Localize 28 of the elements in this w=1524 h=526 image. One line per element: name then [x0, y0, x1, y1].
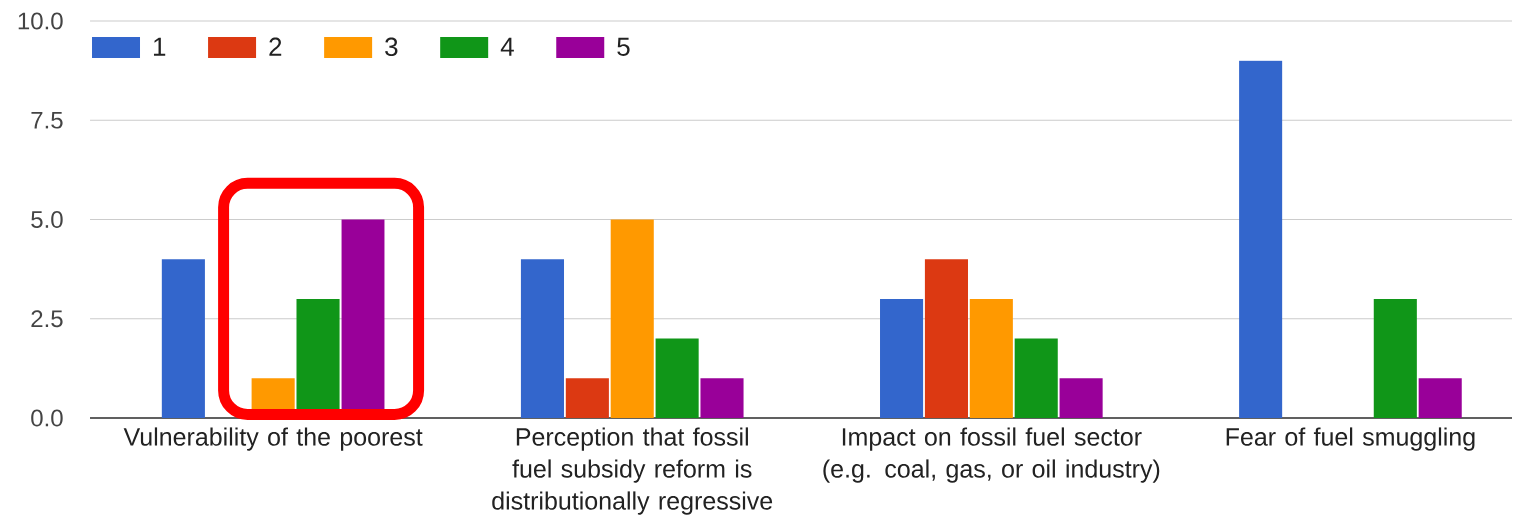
x-tick-label: Perception that fossil fuel subsidy reform is distributionally regressive: [492, 427, 773, 515]
legend-label: 3: [385, 37, 398, 57]
bar: [1059, 378, 1103, 418]
bar: [924, 259, 968, 418]
legend-label: 2: [269, 37, 282, 56]
bar: [1418, 378, 1462, 418]
bar: [161, 259, 205, 418]
legend-label: 4: [500, 37, 514, 56]
bar: [1014, 338, 1058, 418]
bar: [1239, 60, 1283, 418]
bar: [610, 219, 654, 418]
y-tick-label: 10.0: [18, 12, 63, 30]
bar: [1373, 298, 1417, 418]
bar: [880, 298, 924, 418]
bar: [520, 259, 565, 418]
legend-label: 1: [153, 37, 166, 56]
bar: [969, 298, 1013, 418]
bar: [700, 378, 744, 418]
y-tick-label: 5.0: [31, 211, 63, 228]
bar: [565, 378, 609, 418]
x-tick-label: Impact on fossil fuel sector (e.g. coal, gas, or oil industry): [823, 427, 1160, 483]
x-tick-label: Fear of fuel smuggling: [1226, 427, 1475, 451]
y-tick-label: 0.0: [31, 409, 63, 427]
legend-label: 5: [617, 37, 630, 56]
bar: [655, 338, 699, 418]
y-tick-label: 7.5: [31, 111, 63, 129]
x-tick-label: Vulnerability of the poorest: [123, 427, 423, 451]
y-tick-label: 2.5: [31, 310, 63, 328]
